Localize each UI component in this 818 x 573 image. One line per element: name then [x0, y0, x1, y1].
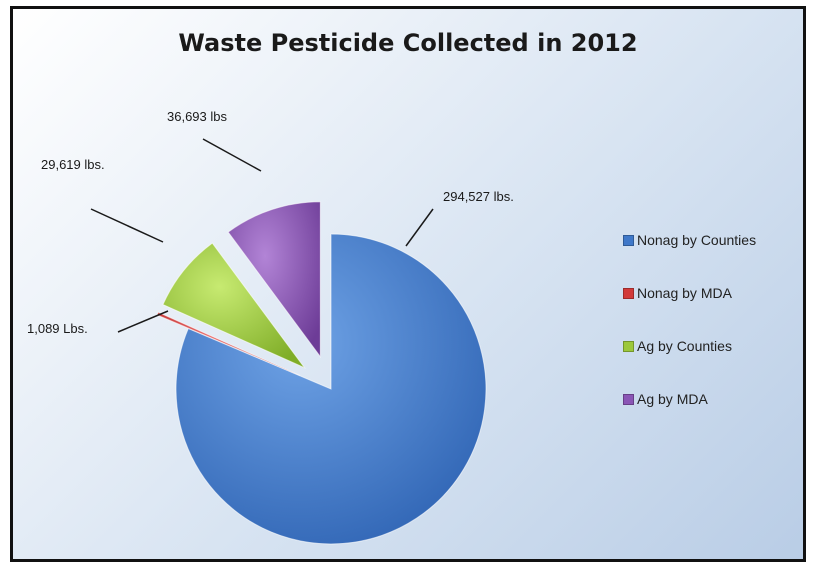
pie-slice: [162, 242, 307, 369]
pie-slice: [227, 201, 321, 359]
legend-swatch: [623, 287, 634, 299]
leader-line: [405, 208, 434, 247]
data-label: 294,527 lbs.: [443, 189, 514, 204]
legend-item: Ag by Counties: [623, 333, 756, 359]
chart-legend: Nonag by Counties Nonag by MDA Ag by Cou…: [623, 227, 756, 439]
chart-frame: Waste Pesticide Collected in 2012 294,52…: [10, 6, 806, 562]
legend-label: Nonag by Counties: [637, 232, 757, 248]
chart-title: Waste Pesticide Collected in 2012: [178, 29, 638, 57]
legend-swatch: [623, 393, 634, 405]
pie-slice: [175, 233, 487, 545]
pie-chart: 294,527 lbs. 1,089 Lbs. 29,619 lbs. 36,693 …: [27, 109, 514, 545]
legend-swatch: [623, 340, 634, 352]
legend-label: Ag by MDA: [637, 391, 708, 407]
legend-item: Nonag by MDA: [623, 280, 756, 306]
legend-label: Nonag by MDA: [637, 285, 732, 301]
data-label: 29,619 lbs.: [41, 157, 105, 172]
data-label: 1,089 Lbs.: [27, 321, 88, 336]
legend-item: Ag by MDA: [623, 386, 756, 412]
legend-item: Nonag by Counties: [623, 227, 756, 253]
leader-line: [117, 310, 169, 333]
leader-line: [90, 208, 164, 243]
data-label: 36,693 lbs: [167, 109, 227, 124]
legend-swatch: [623, 234, 634, 246]
legend-label: Ag by Counties: [637, 338, 732, 354]
leader-line: [202, 138, 262, 172]
